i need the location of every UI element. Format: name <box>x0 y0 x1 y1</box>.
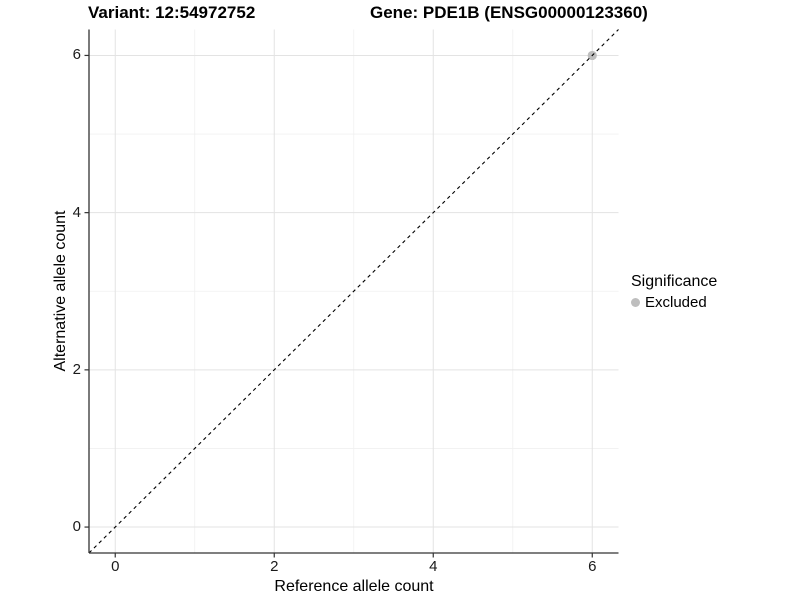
y-tick-label-4: 4 <box>72 203 81 221</box>
excluded-marker-icon <box>631 298 640 307</box>
identity-reference-line <box>88 29 619 554</box>
legend-label-excluded: Excluded <box>645 294 707 311</box>
x-tick-label-0: 0 <box>111 558 120 575</box>
y-tick-label-6: 6 <box>72 46 81 64</box>
y-tick-label-2: 2 <box>72 360 81 378</box>
legend-title: Significance <box>631 273 718 290</box>
y-axis-title: Alternative allele count <box>52 210 69 372</box>
y-tick-label-0: 0 <box>72 518 81 536</box>
legend-item-excluded: Excluded <box>631 294 717 311</box>
gene-title: Gene: PDE1B (ENSG00000123360) <box>370 3 648 22</box>
x-axis-title: Reference allele count <box>274 578 434 595</box>
legend: Significance Excluded <box>631 272 717 311</box>
x-tick-label-2: 2 <box>270 558 279 575</box>
x-tick-label-4: 4 <box>429 558 438 575</box>
x-tick-label-6: 6 <box>588 558 597 575</box>
variant-title: Variant: 12:54972752 <box>88 3 256 22</box>
